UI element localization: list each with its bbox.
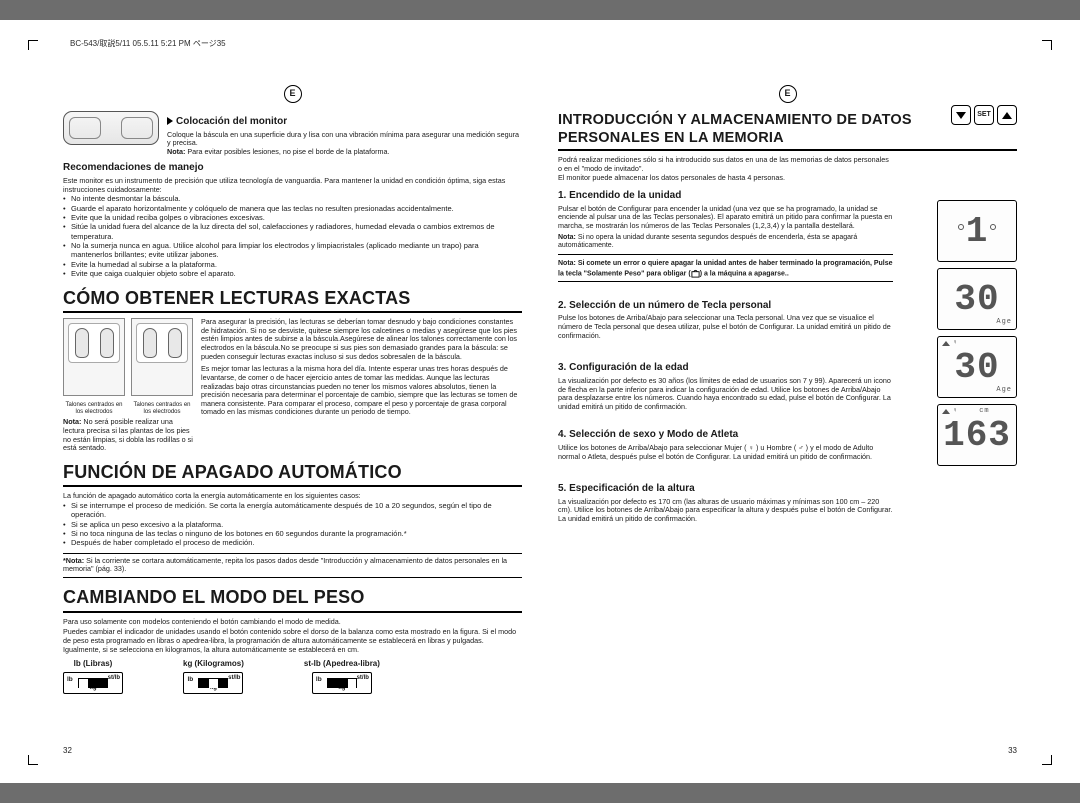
intro-paragraph: Podrá realizar mediciones sólo si ha int… [558,156,893,173]
step-3-head: 3. Configuración de la edad [558,362,893,375]
lcd-value: 163 [943,413,1011,458]
feet-note: Nota: No será posible realizar una lectu… [63,418,193,453]
placement-body: Coloque la báscula en una superficie dur… [167,131,522,148]
lcd-value: 30 [954,345,999,390]
set-button-icon: SET [974,105,994,125]
crop-mark [1042,40,1052,50]
page-number: 32 [63,746,72,756]
section-weight-mode: CAMBIANDO EL MODO DEL PESO [63,586,522,613]
feet-illustration [63,318,125,396]
lcd-value: 1 [966,209,989,254]
placement-note: Nota: Para evitar posibles lesiones, no … [167,148,522,157]
lcd-examples: 1 30 Age ♀ 30 Age ♀cm 163 [937,200,1017,466]
handling-intro: Este monitor es un instrumento de precis… [63,177,522,194]
dot-icon [958,224,964,230]
weight-body: Puedes cambiar el indicador de unidades … [63,628,522,654]
step-1-head: 1. Encendido de la unidad [558,190,893,203]
lcd-display: 1 [937,200,1017,262]
section-data-entry: INTRODUCCIÓN Y ALMACENAMIENTO DE DATOS P… [558,111,1017,151]
weight-switch-icon: lb st/lb kg [312,672,372,694]
lcd-value: 30 [954,277,999,322]
placement-section: Colocación del monitor Coloque la báscul… [63,111,522,156]
crop-mark [28,40,38,50]
section-exact-readings: CÓMO OBTENER LECTURAS EXACTAS [63,287,522,314]
list-item: Evite que la unidad reciba golpes o vibr… [63,213,522,222]
lcd-display: 30 Age [937,268,1017,330]
auto-note-box: *Nota: Si la corriente se cortara automá… [63,553,522,578]
placement-head: Colocación del monitor [167,116,522,129]
down-button-icon [951,105,971,125]
list-item: Si se aplica un peso excesivo a la plata… [63,520,522,529]
step-5-body: La visualización por defecto es 170 cm (… [558,498,893,524]
step-3-body: La visualización por defecto es 30 años … [558,377,893,412]
feet-caption: Talones centrados en los electrodos [63,402,125,415]
step-1-warning-box: Nota: Si comete un error o quiere apagar… [558,254,893,282]
auto-intro: La función de apagado automático corta l… [63,492,522,501]
list-item: Evite que caiga cualquier objeto sobre e… [63,269,522,278]
placement-head-text: Colocación del monitor [176,116,287,127]
weight-mode-label: kg (Kilogramos) [183,659,244,669]
list-item: No intente desmontar la báscula. [63,194,522,203]
weight-mode-kg: kg (Kilogramos) lb st/lb kg [183,659,244,694]
step-5-head: 5. Especificación de la altura [558,483,893,496]
lcd-top-icons: ♀ [942,339,958,348]
handling-list: No intente desmontar la báscula. Guarde … [63,194,522,278]
feet-caption: Talones centrados en los electrodos [131,402,193,415]
lcd-top-icons: ♀cm [942,407,990,416]
lcd-display: ♀ 30 Age [937,336,1017,398]
intro-paragraph: El monitor puede almacenar los datos per… [558,174,893,183]
handling-head: Recomendaciones de manejo [63,162,522,175]
file-header: BC-543/取説5/11 05.5.11 5:21 PM ページ35 [70,38,226,49]
weight-mode-stlb: st-lb (Apedrea-libra) lb st/lb kg [304,659,380,694]
weight-switch-row: lb (Libras) lb st/lb kg kg (Kilogramos) … [63,659,522,694]
lcd-sublabel: Age [996,318,1012,327]
list-item: Si se interrumpe el proceso de medición.… [63,501,522,520]
list-item: No la sumerja nunca en agua. Utilice alc… [63,241,522,260]
step-2-head: 2. Selección de un número de Tecla perso… [558,300,893,313]
step-1-body: Pulsar el botón de Configurar para encen… [558,205,893,231]
weight-switch-icon: lb st/lb kg [63,672,123,694]
language-badge: E [284,85,302,103]
list-item: Evite la humedad al subirse a la platafo… [63,260,522,269]
weight-mode-label: lb (Libras) [63,659,123,669]
weight-switch-icon: lb st/lb kg [183,672,243,694]
weight-sub: Para uso solamente con modelos contenien… [63,618,522,627]
auto-list: Si se interrumpe el proceso de medición.… [63,501,522,548]
step-4-body: Utilice los botones de Arriba/Abajo para… [558,444,893,461]
up-button-icon [997,105,1017,125]
lcd-display: ♀cm 163 [937,404,1017,466]
scale-illustration [63,111,159,145]
manual-spread: BC-543/取説5/11 05.5.11 5:21 PM ページ35 E Co… [0,20,1080,783]
dot-icon [990,224,996,230]
step-4-head: 4. Selección de sexo y Modo de Atleta [558,429,893,442]
language-badge: E [779,85,797,103]
weight-mode-lb: lb (Libras) lb st/lb kg [63,659,123,694]
page-left: E Colocación del monitor Coloque la básc… [35,50,540,758]
list-item: Sitúe la unidad fuera del alcance de la … [63,222,522,241]
step-1-note: Nota: Si no opera la unidad durante sese… [558,234,893,252]
exact-paragraph: Para asegurar la precisión, las lecturas… [201,318,522,361]
page-number: 33 [1008,746,1017,756]
list-item: Guarde el aparato horizontalmente y coló… [63,204,522,213]
feet-illustration [131,318,193,396]
page-right: E INTRODUCCIÓN Y ALMACENAMIENTO DE DATOS… [540,50,1045,758]
step-2-body: Pulse los botones de Arriba/Abajo para s… [558,314,893,340]
weight-mode-label: st-lb (Apedrea-libra) [304,659,380,669]
list-item: Después de haber completado el proceso d… [63,538,522,547]
exact-paragraph: Es mejor tomar las lecturas a la misma h… [201,365,522,417]
section-auto-off: FUNCIÓN DE APAGADO AUTOMÁTICO [63,461,522,488]
lcd-sublabel: Age [996,386,1012,395]
button-row: SET [951,105,1017,125]
list-item: Si no toca ninguna de las teclas o ningu… [63,529,522,538]
weight-only-icon [691,269,700,278]
